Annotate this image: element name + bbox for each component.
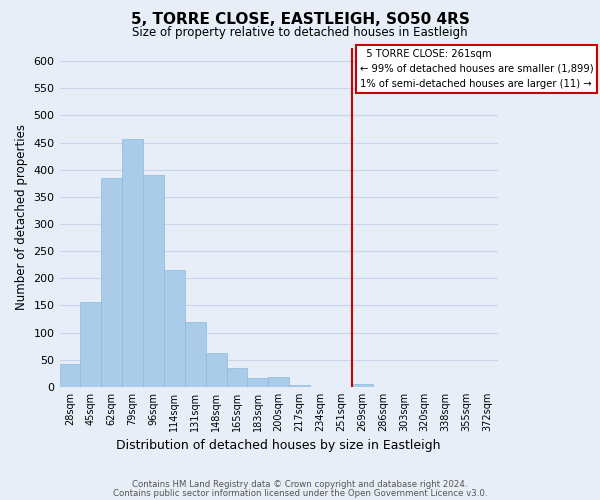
Bar [164, 270, 185, 387]
Text: Size of property relative to detached houses in Eastleigh: Size of property relative to detached ho… [132, 26, 468, 39]
Bar [122, 138, 143, 387]
Bar [268, 376, 289, 387]
Bar [247, 378, 268, 387]
Bar [143, 175, 164, 387]
Bar [352, 384, 373, 387]
Text: 5 TORRE CLOSE: 261sqm  
← 99% of detached houses are smaller (1,899)
1% of semi-: 5 TORRE CLOSE: 261sqm ← 99% of detached … [360, 49, 593, 89]
Text: Contains HM Land Registry data © Crown copyright and database right 2024.: Contains HM Land Registry data © Crown c… [132, 480, 468, 489]
Text: Contains public sector information licensed under the Open Government Licence v3: Contains public sector information licen… [113, 489, 487, 498]
Text: 5, TORRE CLOSE, EASTLEIGH, SO50 4RS: 5, TORRE CLOSE, EASTLEIGH, SO50 4RS [131, 12, 469, 28]
Bar [185, 322, 206, 387]
Bar [59, 364, 80, 387]
X-axis label: Distribution of detached houses by size in Eastleigh: Distribution of detached houses by size … [116, 440, 441, 452]
Y-axis label: Number of detached properties: Number of detached properties [15, 124, 28, 310]
Bar [101, 178, 122, 387]
Bar [206, 354, 227, 387]
Bar [80, 302, 101, 387]
Bar [289, 385, 310, 387]
Bar [227, 368, 247, 387]
